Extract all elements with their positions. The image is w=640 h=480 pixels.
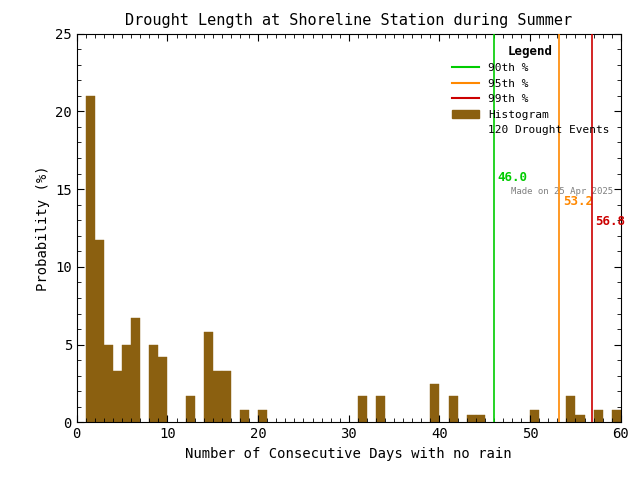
Bar [358,396,367,422]
Bar [95,240,104,422]
Bar [476,415,485,422]
X-axis label: Number of Consecutive Days with no rain: Number of Consecutive Days with no rain [186,447,512,461]
Bar [204,332,212,422]
Bar [212,371,222,422]
Bar [575,415,584,422]
Text: Made on 25 Apr 2025: Made on 25 Apr 2025 [511,187,612,196]
Bar [449,396,458,422]
Bar [530,410,540,422]
Bar [376,396,385,422]
Text: 56.8: 56.8 [595,215,625,228]
Title: Drought Length at Shoreline Station during Summer: Drought Length at Shoreline Station duri… [125,13,572,28]
Bar [149,345,158,422]
Bar [158,357,168,422]
Bar [86,96,95,422]
Text: 46.0: 46.0 [497,171,527,184]
Bar [222,371,231,422]
Legend: 90th %, 95th %, 99th %, Histogram, 120 Drought Events: 90th %, 95th %, 99th %, Histogram, 120 D… [446,39,615,141]
Bar [113,371,122,422]
Y-axis label: Probability (%): Probability (%) [36,165,50,291]
Bar [240,410,249,422]
Bar [467,415,476,422]
Bar [131,318,140,422]
Bar [122,345,131,422]
Bar [566,396,575,422]
Bar [258,410,268,422]
Bar [593,410,603,422]
Text: 53.2: 53.2 [563,195,593,208]
Bar [612,410,621,422]
Bar [430,384,440,422]
Bar [104,345,113,422]
Bar [186,396,195,422]
